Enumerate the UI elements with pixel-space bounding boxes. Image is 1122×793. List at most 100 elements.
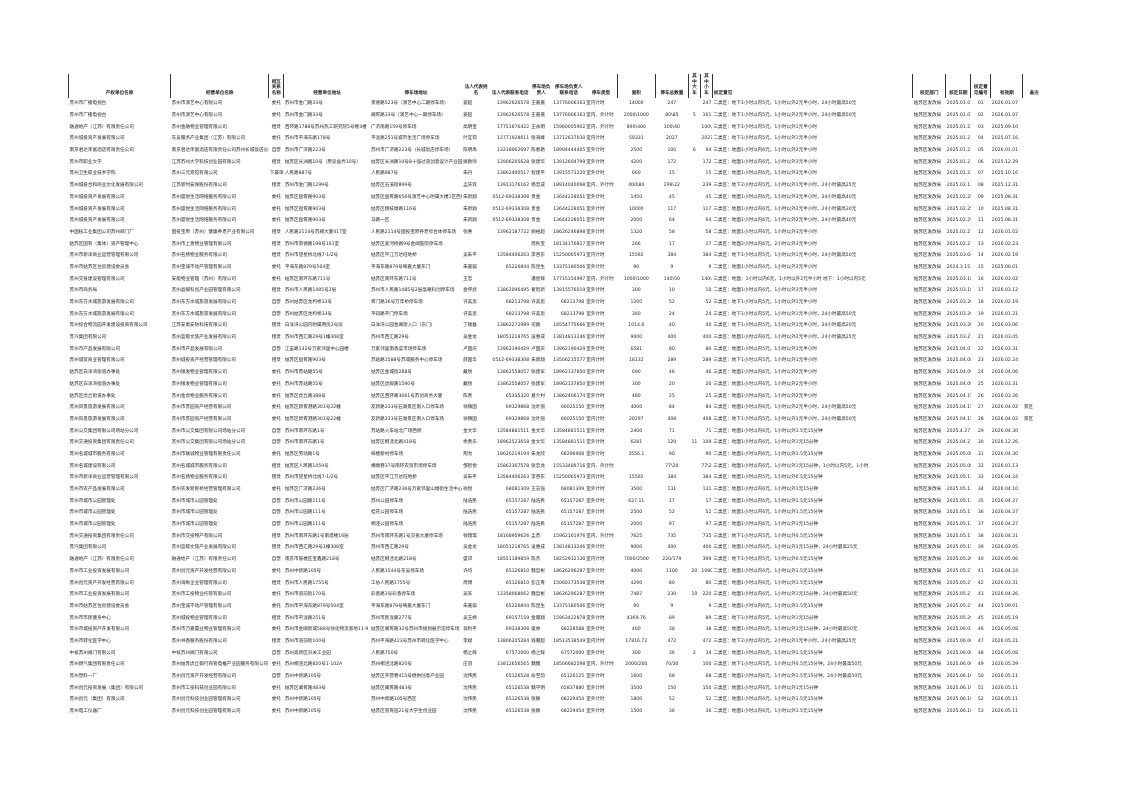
cell-large-vehicles: [688, 542, 700, 554]
cell-operator-address: 苏州市平泷路251号: [284, 615, 326, 621]
cell-total-spaces: 1100: [666, 568, 678, 574]
cell-manager-phone: 13375180506: [553, 264, 586, 270]
cell-operator: 苏州盛悦生活网络服务有限公司: [171, 218, 236, 224]
cell-department: 姑苏区发改局: [913, 475, 942, 481]
cell-operator: 苏州创元资产开发经营有限公司: [171, 674, 236, 680]
cell-manager: 许美思: [531, 311, 545, 317]
cell-total-spaces: 46: [668, 370, 675, 376]
cell-legal-rep-phone: 68213798: [505, 300, 530, 306]
cell-opinion-number: 15: [977, 264, 984, 270]
cell-lot-address: 苏州公园停车场: [370, 498, 404, 504]
header-opinion-number: 核定意见编号: [970, 74, 991, 98]
cell-owner: 苏州市产品发展有限公司: [69, 346, 121, 352]
cell-validity: 2026.04.02: [991, 416, 1019, 422]
cell-manager: 凌惠成: [531, 335, 545, 341]
cell-validity: 2026.03.26: [991, 393, 1019, 399]
cell-legal-rep: 邹智悦: [463, 463, 477, 469]
cell-relation: 委托: [271, 393, 281, 399]
cell-manager-phone: 13644228051: [553, 206, 586, 212]
table-row: 姑苏区虎丘街道办事处 苏州金虎物业服务有限公司 委托 姑苏区虎丘路388号 姑苏区西环路…: [69, 390, 1046, 402]
cell-parking-type: 室外计时: [586, 323, 605, 329]
cell-remarks: [1023, 332, 1045, 344]
cell-parking-type: 室内计时: [586, 557, 605, 563]
cell-legal-rep-phone: 13862400517: [497, 171, 530, 177]
cell-operator-address: 姑苏区南环东路711号: [284, 276, 331, 282]
cell-small-vehicles: 384: [702, 253, 712, 259]
cell-validity: 2026.05.11: [991, 709, 1019, 715]
table-row: 苏州城贸商业管理有限公司 苏州城投资产经营管理有限公司 租赁 姑苏区盘胥路903号 苏站…: [69, 355, 1046, 367]
cell-opinion-number: 30: [977, 440, 984, 446]
cell-legal-rep: 吴朱平: [463, 475, 477, 481]
cell-operator-address: 苏州市金门路1299号: [284, 183, 329, 189]
cell-relation: 委托: [271, 218, 281, 224]
cell-validity: 2026.03.02: [991, 276, 1019, 282]
cell-remarks: [1023, 659, 1045, 671]
cell-lot-address: 苏站路火车站北广场西侧: [370, 428, 422, 434]
header-legal-rep-phone: 法人代表联系电话: [491, 90, 529, 96]
cell-manager: 贵金: [531, 194, 541, 200]
cell-remarks: [1023, 121, 1045, 133]
cell-legal-rep: 高明宝: [463, 124, 477, 130]
cell-manager-phone: 65157287: [560, 510, 585, 516]
cell-legal-rep: 陆浩民: [463, 510, 477, 516]
cell-opinion: 二类区：地面1小时以内6元，1小时以外1.5元15分钟: [713, 428, 823, 434]
cell-opinion: 三类区：地面1小时以内6元，1小时以外2元半小时: [713, 381, 817, 387]
cell-validity: 2026.04.27: [991, 522, 1019, 528]
cell-legal-rep-phone: 69157159: [505, 615, 530, 621]
cell-operator: 苏州盛悦生活网络服务有限公司: [171, 206, 236, 212]
cell-department: 姑苏区发改局: [913, 451, 942, 457]
cell-validity: 2026.05.19: [991, 615, 1019, 621]
cell-date: 2024.3.15: [946, 264, 971, 270]
cell-large-vehicles: [688, 612, 700, 624]
cell-operator: 南京君达禾富酒店有限责任公司苏州长城饭店分公司: [171, 148, 269, 154]
cell-manager: 陆浩民: [531, 498, 545, 504]
cell-opinion-number: 28: [977, 416, 984, 422]
table-row: 南京君达禾富酒店有限责任公司 南京君达禾富酒店有限责任公司苏州长城饭店分公司 自营苏…: [69, 145, 1046, 157]
cell-lot-address: 姑苏区盘胥路656号演艺中心附属大楼1区西侧: [370, 194, 463, 200]
cell-legal-rep: 翁利平: [463, 627, 477, 633]
cell-small-vehicles: 735: [702, 533, 712, 539]
cell-manager: 俞至韵: [531, 674, 545, 680]
cell-legal-rep: 许美思: [463, 300, 477, 306]
cell-small-vehicles: 58: [705, 229, 712, 235]
cell-relation: 自营: [271, 311, 281, 317]
cell-opinion-number: 18: [977, 300, 984, 306]
cell-manager-phone: 13712637030: [553, 136, 586, 142]
cell-opinion: 三类区：地下1小时以内5元，1小时以外1元半小时，24小时最高50元: [713, 253, 857, 259]
cell-legal-rep: 朱新翔: [463, 194, 477, 200]
cell-validity: 2026.05.11: [991, 697, 1019, 703]
cell-owner: 苏州城投合和商业文化发展有限公司: [69, 183, 144, 189]
cell-relation: 租赁: [271, 323, 281, 329]
cell-date: 2025.05.15: [946, 545, 971, 551]
cell-validity: 2026.04.27: [991, 510, 1019, 516]
cell-validity: 2026.01.01: [991, 148, 1019, 154]
cell-small-vehicles: 220: [702, 592, 712, 598]
cell-department: 姑苏区发改局: [913, 148, 942, 154]
cell-remarks: [1023, 192, 1045, 204]
cell-large-vehicles: [688, 355, 700, 367]
cell-operator-address: 南京市鼓楼区宝鑫路218号: [284, 557, 340, 563]
table-row: 苏州创元资产开发经营有限公司 苏州海晰企业管理有限公司 租赁 苏州市人民路1755号 工…: [69, 577, 1046, 589]
table-body: 苏州市广播电视台 苏州市演艺中心有限公司 委托 苏州市金门路33号 景德路523号（演艺…: [69, 98, 1046, 717]
cell-total-spaces: 97: [668, 522, 675, 528]
cell-manager-phone: 65157287: [560, 522, 585, 528]
cell-manager-phone: 13644228051: [553, 218, 586, 224]
cell-opinion: 三类区：地面1小时以内6元，1小时以外1元15分钟: [713, 522, 819, 528]
cell-relation: 委托: [271, 113, 281, 119]
cell-remarks: [1023, 343, 1045, 355]
cell-legal-rep: 庄羽: [463, 662, 473, 668]
cell-date: 2025.05.27: [946, 580, 971, 586]
cell-area: 3556.1: [628, 451, 645, 457]
cell-operator: 苏州银发物业管理有限公司: [171, 381, 227, 387]
cell-manager: 金雁翔: [531, 615, 545, 621]
cell-area: 15592: [628, 253, 644, 259]
cell-date: 2025.02.25: [946, 194, 971, 200]
table-row: 苏州城投合和商业文化发展有限公司 江苏新时安保股份有限公司 租赁 苏州市金门路1299…: [69, 180, 1046, 192]
cell-operator: 苏州名城城市服务有限公司: [171, 463, 227, 469]
cell-total-spaces: 64: [668, 218, 675, 224]
cell-legal-rep: 朱新翔: [463, 206, 477, 212]
cell-manager: 卢国庆: [531, 346, 545, 352]
cell-operator: 江苏苏州大学科技创业园有限公司: [171, 159, 241, 165]
cell-department: 姑苏区发改局: [913, 627, 942, 633]
cell-owner: 南京君达禾富酒店有限责任公司: [69, 148, 134, 154]
